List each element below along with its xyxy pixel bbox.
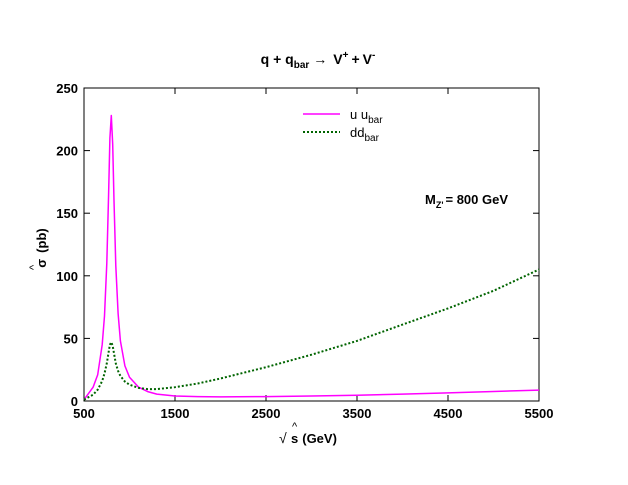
legend-label-uubar: u ubar bbox=[350, 107, 383, 126]
mass-annotation: MZ' = 800 GeV bbox=[425, 192, 508, 210]
y-axis-label: σ(pb) ^ bbox=[28, 228, 49, 270]
svg-text:^: ^ bbox=[292, 421, 298, 433]
y-tick-label: 250 bbox=[56, 81, 78, 96]
plot-frame bbox=[83, 87, 540, 402]
axis-ticks: 500 1500 2500 3500 4500 5500 0 50 100 150 200 250 bbox=[56, 81, 553, 421]
y-tick-label: 100 bbox=[56, 269, 78, 284]
svg-text:√: √ bbox=[279, 430, 287, 446]
y-tick-label: 150 bbox=[56, 206, 78, 221]
legend: u ubar ddbar bbox=[303, 107, 383, 144]
svg-text:s(GeV): s (GeV) bbox=[291, 431, 337, 446]
series-line-ddbar bbox=[83, 268, 540, 401]
legend-label-ddbar: ddbar bbox=[350, 125, 380, 144]
svg-text:^: ^ bbox=[28, 264, 40, 270]
x-tick-label: 5500 bbox=[525, 406, 554, 421]
x-tick-label: 4500 bbox=[434, 406, 463, 421]
y-tick-label: 200 bbox=[56, 144, 78, 159]
x-tick-label: 3500 bbox=[343, 406, 372, 421]
svg-text:σ(pb): σ(pb) bbox=[34, 228, 49, 267]
y-tick-label: 50 bbox=[64, 331, 78, 346]
x-tick-label: 2500 bbox=[252, 406, 281, 421]
y-tick-label: 0 bbox=[71, 394, 78, 409]
x-tick-label: 1500 bbox=[161, 406, 190, 421]
x-axis-label: √ ^ s (GeV) bbox=[279, 421, 337, 446]
chart-title: q + qbar → V+ + V- bbox=[261, 50, 376, 71]
x-tick-label: 500 bbox=[73, 406, 95, 421]
series-layer bbox=[83, 114, 540, 401]
series-line-uubar bbox=[83, 114, 540, 401]
